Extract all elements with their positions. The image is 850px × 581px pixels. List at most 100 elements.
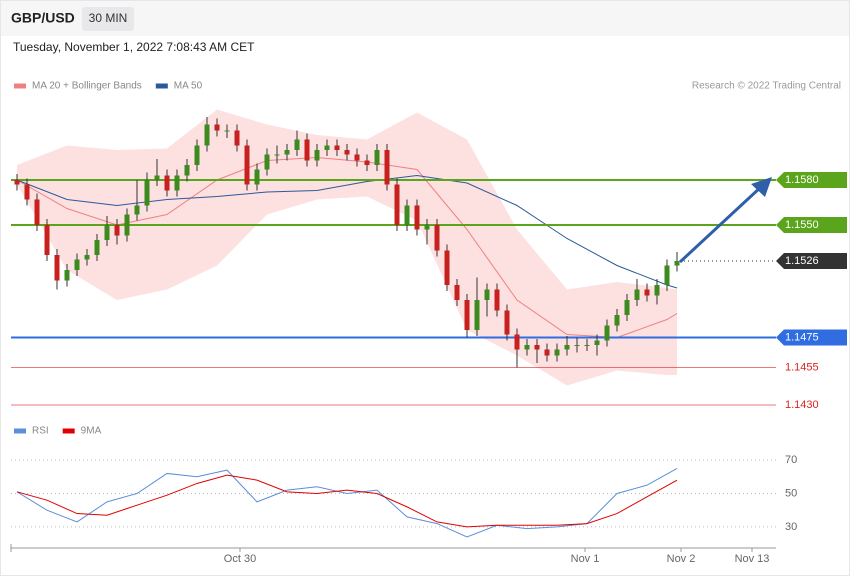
- level-tag: [776, 172, 847, 188]
- candle-body: [324, 145, 330, 150]
- candle-body: [74, 259, 80, 270]
- candle-body: [574, 345, 580, 346]
- candle-body: [164, 175, 170, 191]
- candle-body: [604, 325, 610, 341]
- symbol: GBP/USD: [11, 10, 75, 26]
- candle-body: [514, 334, 520, 350]
- level-label: 1.1580: [785, 174, 819, 186]
- level-label: 1.1455: [785, 361, 819, 373]
- candle-body: [224, 130, 230, 132]
- x-tick-label: Nov 2: [667, 553, 696, 565]
- x-tick-label: Nov 1: [571, 553, 600, 565]
- candle-body: [64, 270, 70, 281]
- candle-body: [384, 150, 390, 185]
- x-tick-label: Nov 13: [735, 553, 770, 565]
- ma-line: [16, 174, 678, 289]
- candle-body: [294, 139, 300, 150]
- legend-swatch: [14, 428, 26, 434]
- candle-body: [624, 300, 630, 315]
- candle-body: [94, 240, 100, 255]
- candle-body: [264, 154, 270, 170]
- forecast-arrow: [678, 184, 764, 264]
- indicator-line: [16, 467, 678, 538]
- candle-body: [494, 289, 500, 311]
- forecast-arrowhead: [751, 177, 772, 197]
- candle-body: [664, 265, 670, 285]
- header-bar: [1, 1, 849, 36]
- candle-body: [304, 139, 310, 161]
- legend-swatch: [62, 428, 75, 434]
- candle-body: [404, 205, 410, 225]
- legend-label: RSI: [32, 426, 49, 437]
- candle-body: [504, 310, 510, 335]
- candle-body: [174, 175, 180, 191]
- candle-body: [584, 345, 590, 346]
- level-label: 1.1550: [785, 219, 819, 231]
- candle-body: [594, 340, 600, 345]
- candle-body: [314, 150, 320, 161]
- candle-body: [484, 289, 490, 300]
- y-tick-label: 30: [785, 521, 797, 533]
- candle-body: [454, 285, 460, 300]
- candle-body: [284, 150, 290, 155]
- candle-body: [524, 345, 530, 350]
- y-tick-label: 50: [785, 487, 797, 499]
- candle-body: [254, 169, 260, 185]
- candle-body: [564, 345, 570, 350]
- level-label: 1.1526: [785, 255, 819, 267]
- candle-body: [424, 225, 430, 230]
- credit: Research © 2022 Trading Central: [692, 81, 841, 92]
- candle-body: [154, 175, 160, 180]
- candle-body: [434, 225, 440, 251]
- indicator-line: [16, 474, 678, 528]
- candle-body: [414, 205, 420, 230]
- candle-body: [244, 145, 250, 185]
- x-tick-label: Oct 30: [224, 553, 256, 565]
- candle-body: [234, 130, 240, 146]
- timeframe-box: [82, 7, 134, 31]
- timestamp: Tuesday, November 1, 2022 7:08:43 AM CET: [13, 40, 255, 54]
- candle-body: [124, 214, 130, 236]
- level-label: 1.1475: [785, 331, 819, 343]
- candle-body: [144, 180, 150, 206]
- legend-label: MA 50: [174, 81, 203, 92]
- candle-body: [34, 199, 40, 225]
- candle-body: [274, 154, 280, 156]
- candle-body: [474, 300, 480, 330]
- level-tag: [776, 217, 847, 233]
- level-label: 1.1430: [785, 399, 819, 411]
- legend-swatch: [14, 83, 26, 89]
- candle-body: [544, 349, 550, 356]
- candle-body: [444, 250, 450, 285]
- candle-body: [44, 225, 50, 255]
- candle-body: [54, 255, 60, 281]
- legend-label: MA 20 + Bollinger Bands: [32, 81, 142, 92]
- candle-body: [84, 255, 90, 260]
- candle-body: [194, 145, 200, 165]
- candle-body: [334, 145, 340, 150]
- candle-body: [614, 315, 620, 326]
- candle-body: [364, 160, 370, 165]
- timeframe: 30 MIN: [89, 11, 128, 25]
- candle-body: [204, 124, 210, 146]
- candle-body: [24, 184, 30, 200]
- candle-body: [674, 261, 680, 266]
- candle-body: [374, 150, 380, 165]
- candle-body: [214, 124, 220, 131]
- candle-body: [134, 205, 140, 215]
- level-tag: [776, 253, 847, 269]
- candle-body: [184, 165, 190, 176]
- bollinger-band: [17, 109, 677, 386]
- y-tick-label: 70: [785, 454, 797, 466]
- candle-body: [644, 289, 650, 296]
- candle-body: [344, 150, 350, 155]
- candle-body: [534, 345, 540, 350]
- candle-body: [654, 285, 660, 296]
- legend-label: 9MA: [81, 426, 102, 437]
- candle-body: [394, 184, 400, 225]
- legend-swatch: [155, 83, 168, 89]
- candle-body: [354, 154, 360, 161]
- candle-body: [114, 225, 120, 236]
- candle-body: [464, 300, 470, 330]
